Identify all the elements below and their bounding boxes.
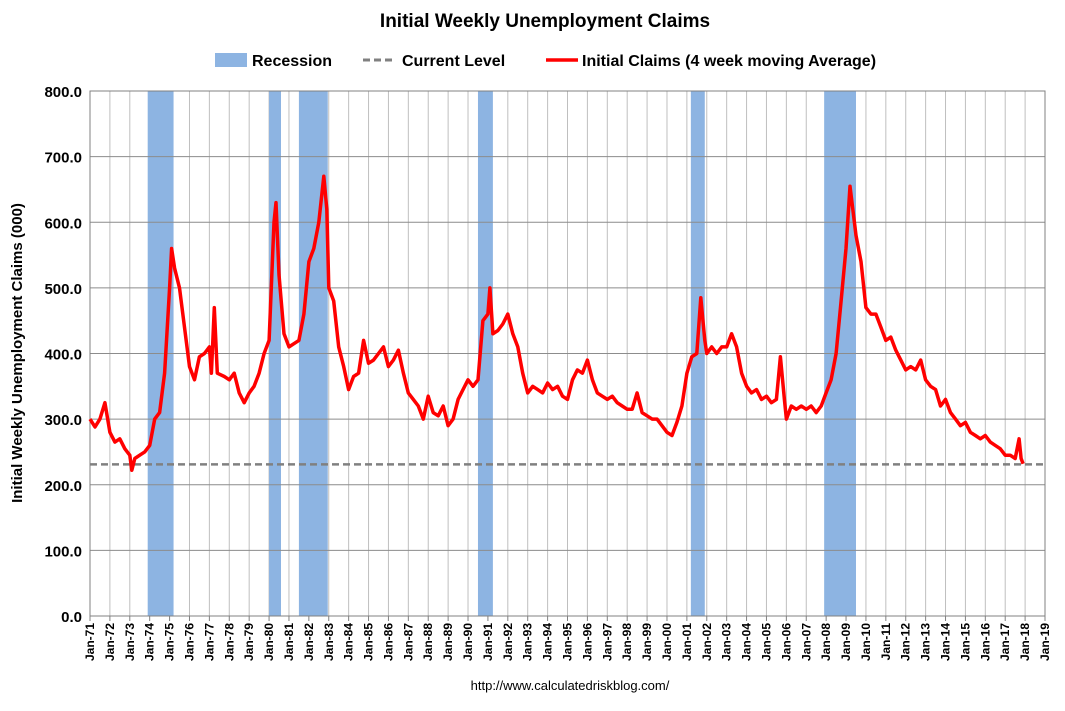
x-tick-label: Jan-12 xyxy=(899,623,913,661)
legend-swatch xyxy=(215,53,247,67)
y-tick-label: 700.0 xyxy=(44,150,82,167)
x-tick-label: Jan-13 xyxy=(919,623,933,661)
x-tick-label: Jan-77 xyxy=(202,623,216,661)
x-tick-label: Jan-17 xyxy=(998,623,1012,661)
x-tick-label: Jan-75 xyxy=(163,623,177,661)
x-tick-label: Jan-05 xyxy=(759,623,773,661)
y-axis-title: Initial Weekly Unemployment Claims (000) xyxy=(9,203,26,503)
x-tick-label: Jan-81 xyxy=(282,623,296,661)
x-tick-label: Jan-76 xyxy=(182,623,196,661)
x-tick-label: Jan-85 xyxy=(362,623,376,661)
x-tick-label: Jan-06 xyxy=(779,623,793,661)
x-tick-label: Jan-80 xyxy=(262,623,276,661)
x-tick-label: Jan-78 xyxy=(222,623,236,661)
x-tick-label: Jan-14 xyxy=(939,623,953,661)
y-tick-label: 200.0 xyxy=(44,478,82,495)
y-tick-label: 500.0 xyxy=(44,281,82,298)
y-tick-label: 0.0 xyxy=(61,609,82,626)
y-tick-label: 800.0 xyxy=(44,84,82,101)
y-tick-label: 400.0 xyxy=(44,347,82,364)
x-tick-label: Jan-89 xyxy=(441,623,455,661)
x-tick-label: Jan-15 xyxy=(958,623,972,661)
x-tick-label: Jan-11 xyxy=(879,623,893,661)
claims-line xyxy=(88,174,1025,473)
legend-label: Initial Claims (4 week moving Average) xyxy=(582,53,876,70)
x-tick-label: Jan-03 xyxy=(720,623,734,661)
chart-title: Initial Weekly Unemployment Claims xyxy=(380,11,710,32)
x-tick-label: Jan-79 xyxy=(242,623,256,661)
x-tick-label: Jan-82 xyxy=(302,623,316,661)
x-tick-label: Jan-94 xyxy=(541,623,555,661)
x-tick-label: Jan-07 xyxy=(799,623,813,661)
x-tick-label: Jan-74 xyxy=(143,623,157,661)
legend-label: Recession xyxy=(252,53,332,70)
x-tick-label: Jan-96 xyxy=(580,623,594,661)
x-tick-label: Jan-71 xyxy=(83,623,97,661)
x-tick-label: Jan-01 xyxy=(680,623,694,661)
x-tick-label: Jan-84 xyxy=(342,623,356,661)
legend-label: Current Level xyxy=(402,53,505,70)
x-tick-label: Jan-19 xyxy=(1038,623,1052,661)
y-tick-label: 100.0 xyxy=(44,543,82,560)
x-tick-label: Jan-97 xyxy=(600,623,614,661)
plot-border xyxy=(89,90,1046,617)
x-tick-label: Jan-92 xyxy=(501,623,515,661)
x-tick-label: Jan-10 xyxy=(859,623,873,661)
x-tick-label: Jan-16 xyxy=(978,623,992,661)
x-tick-label: Jan-00 xyxy=(660,623,674,661)
x-tick-label: Jan-90 xyxy=(461,623,475,661)
x-tick-label: Jan-95 xyxy=(561,623,575,661)
x-tick-label: Jan-86 xyxy=(381,623,395,661)
x-tick-label: Jan-72 xyxy=(103,623,117,661)
x-tick-label: Jan-98 xyxy=(620,623,634,661)
x-tick-label: Jan-88 xyxy=(421,623,435,661)
x-tick-label: Jan-83 xyxy=(322,623,336,661)
x-tick-label: Jan-08 xyxy=(819,623,833,661)
x-tick-label: Jan-04 xyxy=(740,623,754,661)
y-tick-label: 300.0 xyxy=(44,412,82,429)
x-tick-label: Jan-73 xyxy=(123,623,137,661)
footer: http://www.calculatedriskblog.com/ xyxy=(471,678,670,693)
x-tick-label: Jan-87 xyxy=(401,623,415,661)
x-tick-label: Jan-93 xyxy=(521,623,535,661)
x-tick-label: Jan-18 xyxy=(1018,623,1032,661)
x-tick-label: Jan-99 xyxy=(640,623,654,661)
y-tick-label: 600.0 xyxy=(44,215,82,232)
x-tick-label: Jan-09 xyxy=(839,623,853,661)
x-tick-label: Jan-91 xyxy=(481,623,495,661)
x-tick-label: Jan-02 xyxy=(700,623,714,661)
